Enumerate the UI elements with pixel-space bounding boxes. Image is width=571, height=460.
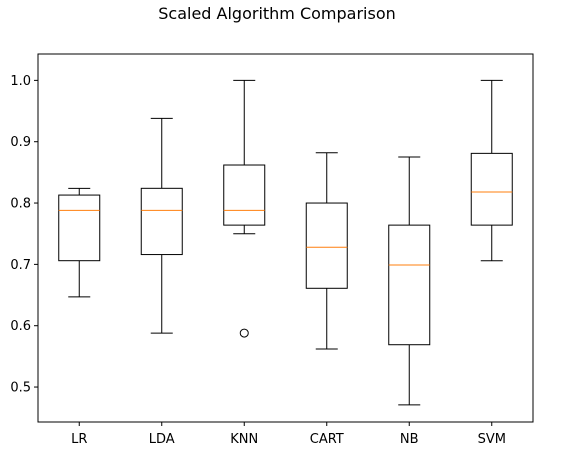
y-tick-label: 1.0 [10, 74, 31, 89]
y-axis: 0.5 0.6 0.7 0.8 0.9 1.0 [10, 74, 38, 396]
x-axis: LR LDA KNN CART NB SVM [71, 422, 506, 447]
box-body [58, 194, 101, 262]
x-tick-label: LR [71, 432, 87, 447]
y-tick-label: 0.6 [10, 319, 31, 334]
y-tick-label: 0.8 [10, 197, 31, 212]
box-nb [388, 156, 431, 406]
y-tick-label: 0.7 [10, 258, 31, 273]
box-cart [305, 152, 348, 350]
x-tick-label: NB [400, 432, 419, 447]
x-tick-label: SVM [478, 432, 506, 447]
chart-title: Scaled Algorithm Comparison [158, 4, 396, 23]
outlier-point [239, 328, 249, 338]
box-lr [58, 187, 101, 298]
plot-area-frame [37, 53, 534, 423]
box-body [140, 187, 183, 256]
box-body [470, 152, 513, 226]
box-lda [140, 117, 183, 334]
box-body [223, 164, 266, 226]
y-tick-label: 0.5 [10, 381, 31, 396]
box-body [388, 224, 431, 346]
x-tick-label: KNN [230, 432, 258, 447]
x-tick-label: LDA [149, 432, 175, 447]
x-tick-label: CART [310, 432, 344, 447]
box-series [58, 79, 513, 406]
box-body [305, 202, 348, 289]
box-knn [223, 79, 266, 338]
y-tick-label: 0.9 [10, 135, 31, 150]
box-svm [470, 79, 513, 262]
